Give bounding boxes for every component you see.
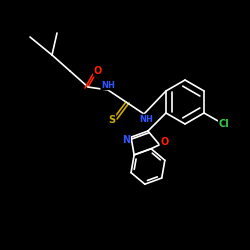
Text: N: N (122, 135, 130, 145)
Text: NH: NH (101, 80, 115, 90)
Text: Cl: Cl (219, 119, 230, 129)
Text: S: S (108, 115, 116, 125)
Text: O: O (160, 137, 169, 147)
Text: O: O (94, 66, 102, 76)
Text: NH: NH (139, 114, 153, 124)
